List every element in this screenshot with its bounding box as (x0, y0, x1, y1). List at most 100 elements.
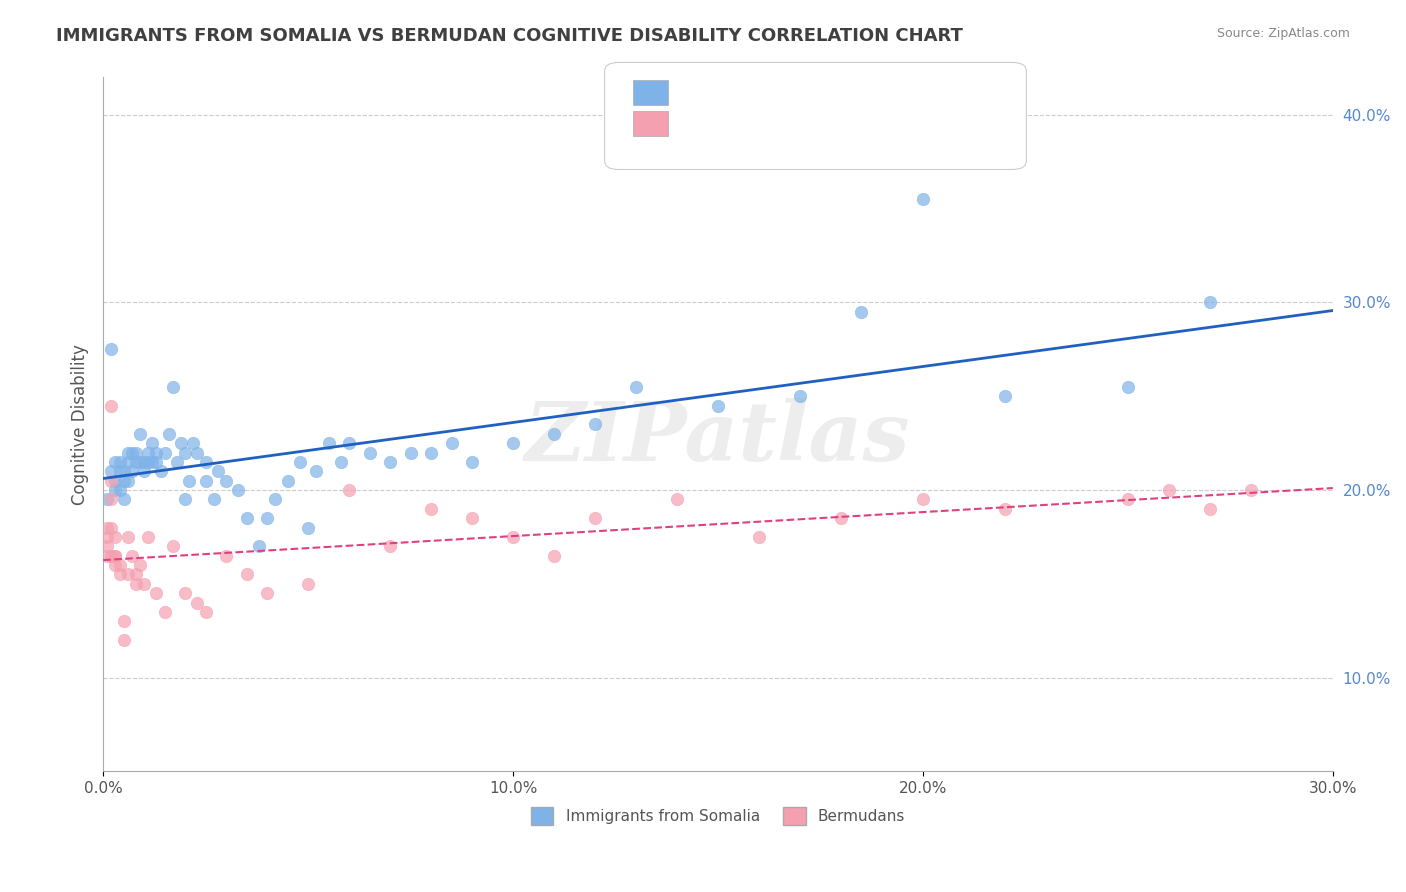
Point (157, 426, 180, 441)
Point (288, 455, 311, 469)
Point (277, 474, 299, 488)
Point (170, 436, 193, 450)
Point (297, 520, 319, 534)
Point (583, 511, 606, 525)
Point (329, 455, 352, 469)
Point (108, 464, 131, 478)
Point (104, 549, 127, 563)
Point (108, 558, 131, 572)
Point (202, 492, 225, 507)
Point (108, 567, 131, 582)
Point (1116, 380, 1139, 394)
Point (100, 464, 122, 478)
Text: R =: R = (678, 119, 706, 134)
Point (911, 192, 934, 206)
Point (264, 492, 287, 507)
Point (420, 445, 443, 459)
Point (228, 483, 250, 497)
Point (129, 455, 152, 469)
Point (440, 436, 463, 450)
Point (461, 455, 484, 469)
Text: ZIPatlas: ZIPatlas (526, 398, 911, 478)
Point (181, 436, 204, 450)
Point (100, 549, 122, 563)
Point (100, 343, 122, 357)
Point (194, 605, 217, 619)
Point (108, 483, 131, 497)
Point (1198, 295, 1220, 310)
Point (145, 455, 167, 469)
Point (174, 445, 197, 459)
Point (502, 530, 524, 544)
Point (1116, 492, 1139, 507)
Point (125, 445, 148, 459)
Point (96, 492, 118, 507)
Point (748, 530, 770, 544)
Text: N =: N = (766, 87, 796, 103)
Point (96, 539, 118, 553)
Point (136, 530, 159, 544)
Point (141, 436, 163, 450)
Point (318, 436, 340, 450)
Point (186, 445, 208, 459)
Point (117, 530, 139, 544)
Point (194, 455, 217, 469)
Point (129, 558, 152, 572)
Point (1198, 501, 1220, 516)
Point (994, 389, 1017, 403)
Point (112, 464, 135, 478)
Point (994, 501, 1017, 516)
Point (789, 389, 811, 403)
Point (502, 436, 524, 450)
Point (256, 586, 278, 600)
Point (112, 633, 135, 648)
Point (117, 474, 139, 488)
Point (583, 417, 606, 432)
Point (247, 539, 270, 553)
Point (104, 558, 127, 572)
Point (830, 511, 852, 525)
Point (141, 455, 163, 469)
Point (125, 576, 148, 591)
Text: 51: 51 (799, 119, 820, 134)
Legend: Immigrants from Somalia, Bermudans: Immigrants from Somalia, Bermudans (523, 799, 912, 833)
Point (100, 520, 122, 534)
Point (136, 445, 159, 459)
Point (104, 549, 127, 563)
Point (186, 596, 208, 610)
Point (174, 586, 197, 600)
Point (1240, 483, 1263, 497)
Point (174, 492, 197, 507)
Point (96, 530, 118, 544)
Point (179, 474, 201, 488)
Point (162, 539, 184, 553)
Point (104, 455, 127, 469)
Point (134, 455, 156, 469)
Point (104, 483, 127, 497)
Point (359, 445, 381, 459)
Point (337, 483, 360, 497)
Point (112, 492, 135, 507)
Point (153, 445, 176, 459)
Point (134, 576, 156, 591)
Point (100, 474, 122, 488)
Point (121, 549, 143, 563)
Y-axis label: Cognitive Disability: Cognitive Disability (72, 344, 89, 505)
Point (125, 567, 148, 582)
Point (145, 445, 167, 459)
Point (100, 399, 122, 413)
Point (235, 511, 257, 525)
Text: Source: ZipAtlas.com: Source: ZipAtlas.com (1216, 27, 1350, 40)
Point (911, 492, 934, 507)
Point (378, 539, 401, 553)
Point (112, 615, 135, 629)
Point (851, 305, 873, 319)
Point (166, 455, 188, 469)
Point (162, 380, 184, 394)
Point (305, 464, 328, 478)
Text: 74: 74 (799, 87, 820, 103)
Point (256, 511, 278, 525)
Point (117, 455, 139, 469)
Point (543, 549, 565, 563)
Text: IMMIGRANTS FROM SOMALIA VS BERMUDAN COGNITIVE DISABILITY CORRELATION CHART: IMMIGRANTS FROM SOMALIA VS BERMUDAN COGN… (56, 27, 963, 45)
